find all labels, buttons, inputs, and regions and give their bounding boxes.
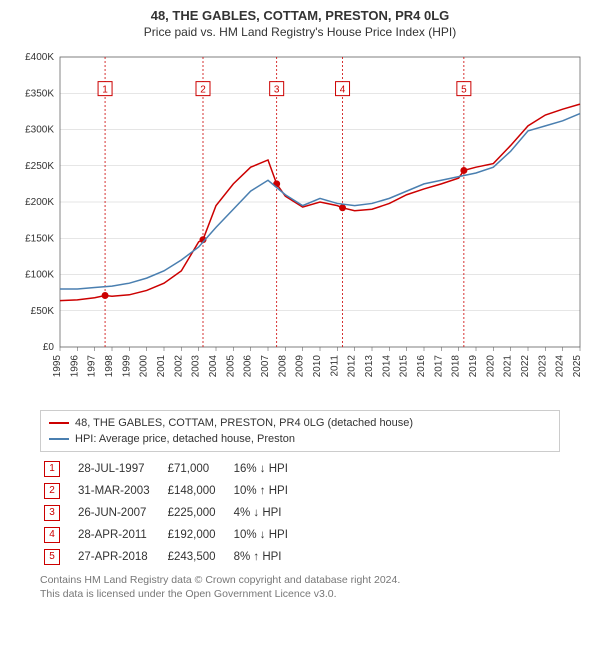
svg-text:1998: 1998 xyxy=(104,355,115,378)
svg-text:£200K: £200K xyxy=(25,197,54,208)
sale-price: £243,500 xyxy=(164,546,230,568)
sale-price: £148,000 xyxy=(164,480,230,502)
svg-text:2006: 2006 xyxy=(243,355,254,378)
svg-text:£50K: £50K xyxy=(31,306,55,317)
svg-text:2014: 2014 xyxy=(381,355,392,378)
sale-date: 27-APR-2018 xyxy=(74,546,164,568)
sale-delta: 4% ↓ HPI xyxy=(230,502,302,524)
sale-marker-box: 3 xyxy=(44,505,60,521)
svg-text:2016: 2016 xyxy=(416,355,427,378)
svg-text:£300K: £300K xyxy=(25,125,54,136)
svg-text:2023: 2023 xyxy=(537,355,548,378)
sales-table: 1 28-JUL-1997£71,00016% ↓ HPI 2 31-MAR-2003… xyxy=(40,458,302,568)
legend-item: HPI: Average price, detached house, Pres… xyxy=(49,431,551,447)
sale-delta: 10% ↓ HPI xyxy=(230,524,302,546)
page-subtitle: Price paid vs. HM Land Registry's House … xyxy=(10,25,590,39)
svg-text:2005: 2005 xyxy=(225,355,236,378)
legend-swatch xyxy=(49,422,69,424)
legend-label: HPI: Average price, detached house, Pres… xyxy=(75,431,295,447)
svg-text:2019: 2019 xyxy=(468,355,479,378)
legend-swatch xyxy=(49,438,69,440)
svg-text:2007: 2007 xyxy=(260,355,271,378)
footer-line2: This data is licensed under the Open Gov… xyxy=(40,588,560,602)
sale-price: £71,000 xyxy=(164,458,230,480)
sale-delta: 10% ↑ HPI xyxy=(230,480,302,502)
sale-marker-box: 1 xyxy=(44,461,60,477)
svg-text:2004: 2004 xyxy=(208,355,219,378)
svg-text:2021: 2021 xyxy=(503,355,514,378)
svg-text:2009: 2009 xyxy=(295,355,306,378)
svg-text:2002: 2002 xyxy=(173,355,184,378)
svg-text:2018: 2018 xyxy=(451,355,462,378)
legend-item: 48, THE GABLES, COTTAM, PRESTON, PR4 0LG… xyxy=(49,415,551,431)
table-row: 2 31-MAR-2003£148,00010% ↑ HPI xyxy=(40,480,302,502)
table-row: 1 28-JUL-1997£71,00016% ↓ HPI xyxy=(40,458,302,480)
page-title: 48, THE GABLES, COTTAM, PRESTON, PR4 0LG xyxy=(10,8,590,23)
sale-delta: 16% ↓ HPI xyxy=(230,458,302,480)
svg-text:1996: 1996 xyxy=(69,355,80,378)
sale-date: 28-APR-2011 xyxy=(74,524,164,546)
svg-text:2013: 2013 xyxy=(364,355,375,378)
table-row: 4 28-APR-2011£192,00010% ↓ HPI xyxy=(40,524,302,546)
svg-text:4: 4 xyxy=(340,85,346,96)
sale-date: 31-MAR-2003 xyxy=(74,480,164,502)
svg-text:2000: 2000 xyxy=(139,355,150,378)
svg-text:2022: 2022 xyxy=(520,355,531,378)
svg-text:2012: 2012 xyxy=(347,355,358,378)
sale-delta: 8% ↑ HPI xyxy=(230,546,302,568)
sale-marker-box: 4 xyxy=(44,527,60,543)
sale-price: £225,000 xyxy=(164,502,230,524)
svg-text:1999: 1999 xyxy=(121,355,132,378)
svg-text:2025: 2025 xyxy=(572,355,583,378)
footer: Contains HM Land Registry data © Crown c… xyxy=(40,574,560,601)
sale-date: 28-JUL-1997 xyxy=(74,458,164,480)
legend-label: 48, THE GABLES, COTTAM, PRESTON, PR4 0LG… xyxy=(75,415,413,431)
svg-text:2024: 2024 xyxy=(555,355,566,378)
svg-text:1997: 1997 xyxy=(87,355,98,378)
sale-marker-box: 2 xyxy=(44,483,60,499)
svg-text:£150K: £150K xyxy=(25,233,54,244)
svg-text:£100K: £100K xyxy=(25,270,54,281)
svg-text:£350K: £350K xyxy=(25,88,54,99)
svg-text:1995: 1995 xyxy=(52,355,63,378)
svg-text:2: 2 xyxy=(200,85,206,96)
table-row: 3 26-JUN-2007£225,0004% ↓ HPI xyxy=(40,502,302,524)
svg-text:3: 3 xyxy=(274,85,280,96)
footer-line1: Contains HM Land Registry data © Crown c… xyxy=(40,574,560,588)
svg-text:2003: 2003 xyxy=(191,355,202,378)
price-chart: £0 £50K £100K £150K £200K £250K £300K £350K £400… xyxy=(10,47,590,397)
svg-text:2017: 2017 xyxy=(433,355,444,378)
svg-text:2015: 2015 xyxy=(399,355,410,378)
legend: 48, THE GABLES, COTTAM, PRESTON, PR4 0LG… xyxy=(40,410,560,452)
svg-text:2010: 2010 xyxy=(312,355,323,378)
svg-text:2008: 2008 xyxy=(277,355,288,378)
sale-marker-box: 5 xyxy=(44,549,60,565)
svg-text:5: 5 xyxy=(461,85,467,96)
table-row: 5 27-APR-2018£243,5008% ↑ HPI xyxy=(40,546,302,568)
svg-text:£400K: £400K xyxy=(25,52,54,63)
svg-text:2011: 2011 xyxy=(329,355,340,377)
svg-text:2001: 2001 xyxy=(156,355,167,378)
svg-text:2020: 2020 xyxy=(485,355,496,378)
sale-price: £192,000 xyxy=(164,524,230,546)
svg-text:£0: £0 xyxy=(43,342,55,353)
svg-text:£250K: £250K xyxy=(25,161,54,172)
svg-text:1: 1 xyxy=(102,85,108,96)
sale-date: 26-JUN-2007 xyxy=(74,502,164,524)
